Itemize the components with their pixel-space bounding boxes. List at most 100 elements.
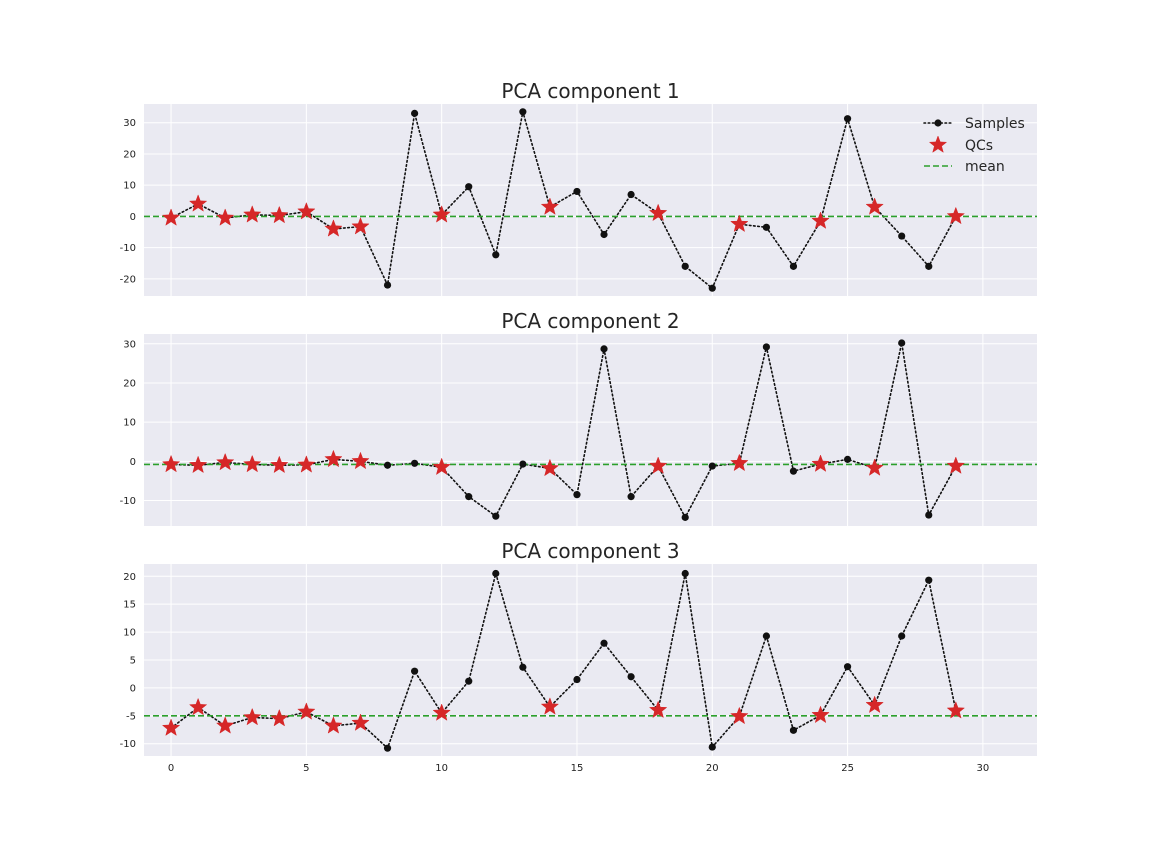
qc-point	[270, 709, 289, 727]
y-tick-label: 10	[123, 418, 136, 429]
qc-point	[432, 703, 451, 721]
qc-point	[324, 450, 343, 467]
sample-point	[383, 281, 392, 289]
sample-point	[383, 744, 392, 752]
sample-point	[925, 262, 933, 270]
x-tick-label: 30	[977, 763, 990, 774]
y-tick-label: -10	[120, 496, 136, 507]
sample-point	[843, 455, 852, 463]
plot-area	[144, 104, 1037, 296]
plot-area	[144, 334, 1037, 526]
sample-point	[600, 345, 608, 353]
sample-point	[789, 262, 798, 270]
qc-point	[243, 708, 262, 726]
x-tick-label: 20	[706, 763, 719, 774]
sample-point	[627, 673, 635, 681]
sample-point	[573, 675, 581, 684]
qc-point	[243, 455, 262, 473]
sample-point	[627, 493, 635, 501]
qc-point	[947, 456, 965, 474]
sample-point	[492, 569, 500, 578]
chart-title: PCA component 2	[501, 309, 679, 333]
qc-point	[189, 698, 207, 715]
sample-point	[708, 462, 716, 470]
y-tick-label: 20	[123, 378, 136, 389]
x-tick-label: 15	[571, 763, 584, 774]
sample-point	[411, 109, 419, 117]
qc-point	[947, 207, 965, 224]
pca-component-1-panel: -20 -10 0 10 20 30 PCA component 1 Samples QCs…	[120, 79, 1037, 296]
chart-title: PCA component 3	[501, 539, 679, 563]
qc-point	[649, 204, 667, 221]
y-tick-label: -5	[126, 711, 136, 722]
y-tick-label: 10	[123, 628, 136, 639]
qc-point	[649, 700, 667, 718]
qc-point	[811, 454, 830, 472]
qc-point	[324, 716, 343, 734]
y-tick-label: 15	[123, 600, 136, 611]
sample-point	[573, 187, 581, 196]
qc-point	[243, 205, 262, 223]
qc-point	[216, 453, 234, 471]
y-tick-label: 0	[130, 457, 136, 468]
sample-point	[519, 460, 527, 468]
y-tick-label: 0	[130, 212, 136, 223]
y-tick-label: 20	[123, 572, 136, 583]
pca-component-3-panel: -10 -5 0 5 10 15 20 0 5 10 15 20 25 30 PCA component…	[120, 539, 1037, 774]
qc-point	[730, 707, 749, 724]
x-tick-label: 5	[303, 763, 309, 774]
sample-point	[898, 232, 906, 240]
qc-point	[270, 206, 289, 223]
qc-point	[541, 197, 559, 215]
sample-point	[492, 251, 500, 259]
sample-point	[627, 190, 635, 199]
y-tick-labels: -10 0 10 20 30	[120, 339, 136, 507]
qc-point	[649, 456, 667, 474]
y-tick-label: 30	[123, 339, 136, 350]
qc-point	[270, 456, 289, 473]
qc-point	[541, 459, 559, 476]
legend-qcs-marker	[928, 135, 948, 153]
sample-point	[789, 726, 798, 734]
x-tick-label: 25	[841, 763, 854, 774]
qc-point	[351, 713, 370, 731]
qc-point	[189, 456, 207, 473]
sample-point	[465, 493, 473, 501]
series-layer	[144, 569, 1037, 752]
qc-point	[730, 214, 749, 232]
sample-point	[925, 511, 933, 519]
qc-point	[865, 197, 884, 215]
sample-point	[681, 513, 689, 521]
sample-point	[600, 230, 608, 239]
series-layer	[144, 108, 1037, 292]
series-layer	[144, 339, 1037, 521]
x-tick-label: 0	[168, 763, 174, 774]
sample-point	[681, 569, 689, 578]
qc-point	[811, 706, 830, 723]
sample-point	[762, 343, 770, 351]
qc-point	[865, 458, 884, 476]
qc-point	[216, 208, 234, 226]
sample-point	[762, 223, 770, 231]
sample-point	[465, 183, 473, 191]
qc-point	[730, 454, 749, 471]
y-tick-label: -10	[120, 739, 136, 750]
sample-point	[898, 339, 906, 347]
y-tick-labels: -20 -10 0 10 20 30	[120, 118, 136, 285]
y-tick-label: -20	[120, 274, 136, 285]
legend-label: QCs	[965, 138, 993, 154]
x-tick-labels: 0 5 10 15 20 25 30	[168, 763, 989, 774]
qc-point	[297, 702, 316, 720]
legend: Samples QCs mean	[923, 116, 1025, 175]
sample-point	[573, 491, 581, 499]
y-tick-label: 0	[130, 683, 136, 694]
sample-point	[411, 459, 419, 467]
sample-point	[465, 677, 473, 685]
qc-point	[432, 457, 451, 475]
y-tick-labels: -10 -5 0 5 10 15 20	[120, 572, 136, 750]
legend-samples-marker	[934, 119, 942, 127]
sample-point	[762, 632, 770, 640]
qc-point	[324, 219, 343, 237]
qc-point	[351, 452, 370, 469]
